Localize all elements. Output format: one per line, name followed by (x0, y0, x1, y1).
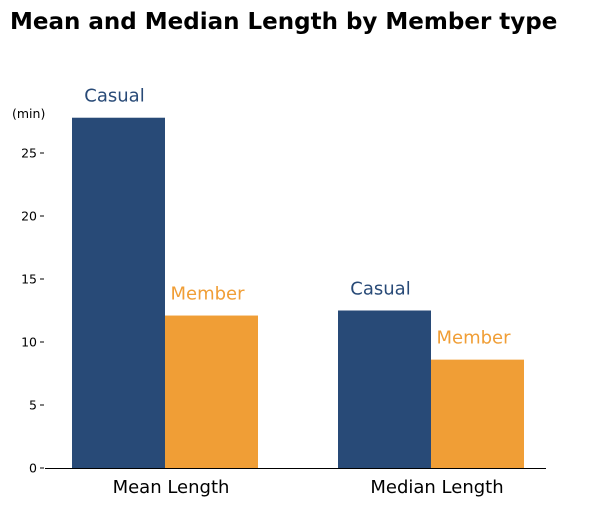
y-axis: 0 5 10 15 20 25 (21, 146, 44, 476)
x-tick-label: Mean Length (113, 477, 230, 498)
bar-label-casual: Casual (84, 86, 144, 107)
x-tick-label: Median Length (370, 477, 503, 498)
bar-series-labels: Casual Member Casual Member (84, 86, 511, 349)
y-tick-label: 15 (21, 272, 37, 287)
bar-member-1 (431, 359, 524, 468)
bars (72, 117, 524, 468)
bar-label-casual: Casual (350, 279, 410, 300)
y-tick-label: 0 (29, 461, 37, 476)
y-tick-label: 20 (21, 209, 37, 224)
y-tick-label: 10 (21, 335, 37, 350)
bar-casual-1 (338, 310, 431, 468)
y-axis-unit-label: (min) (12, 106, 45, 121)
chart-title: Mean and Median Length by Member type (10, 9, 557, 35)
bar-label-member: Member (170, 284, 245, 305)
x-axis: Mean Length Median Length (113, 477, 504, 498)
y-tick-label: 5 (29, 398, 37, 413)
bar-member-0 (165, 315, 258, 468)
y-tick-label: 25 (21, 146, 37, 161)
bar-label-member: Member (436, 328, 511, 349)
bar-casual-0 (72, 117, 165, 468)
